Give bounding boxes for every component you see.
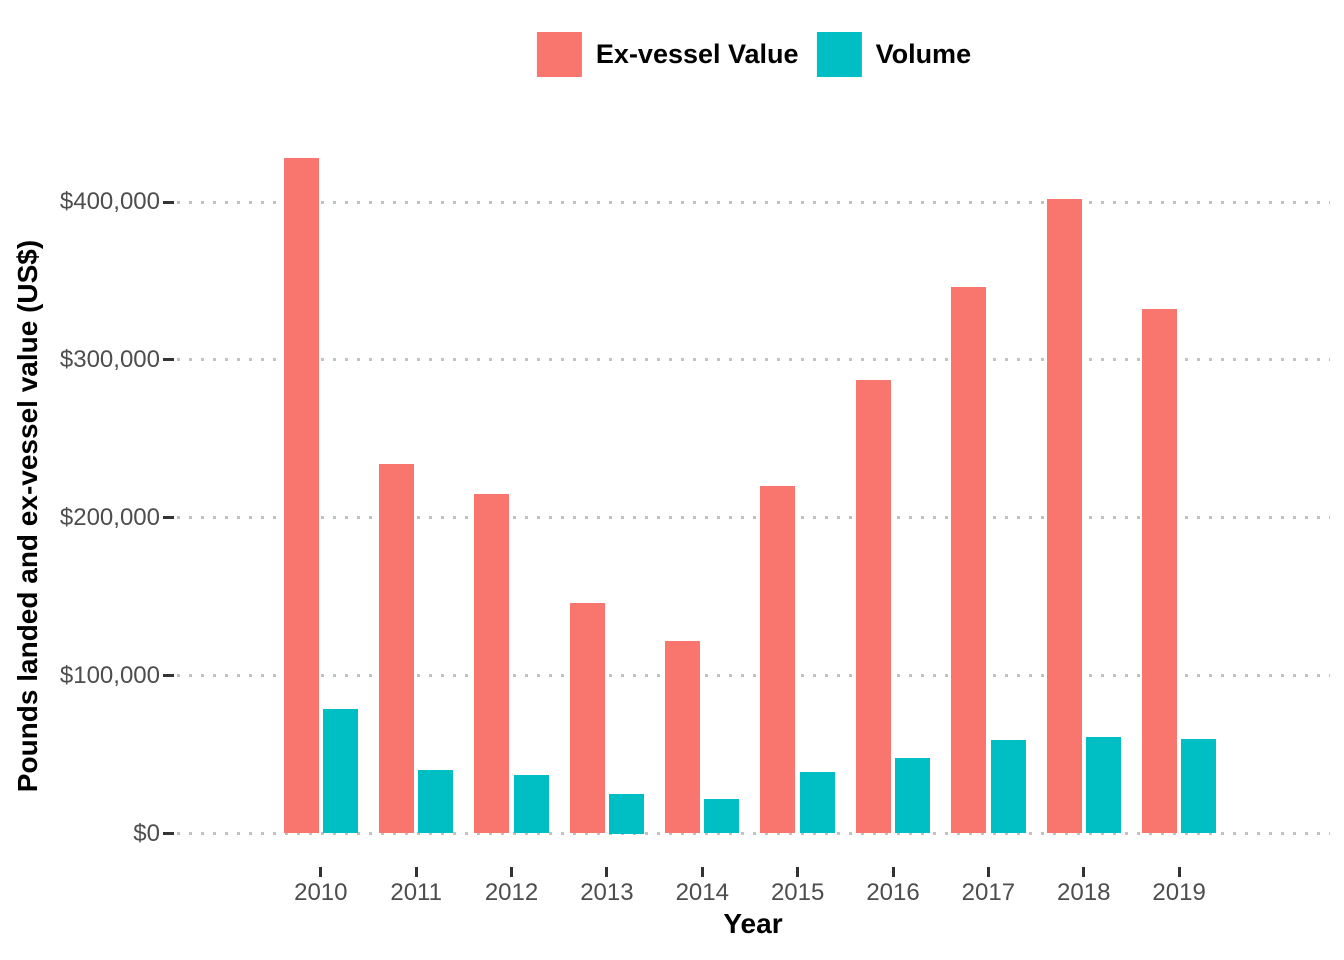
bar-volume-2010 — [323, 708, 358, 834]
legend-label-ex-vessel-value: Ex-vessel Value — [595, 39, 799, 69]
legend-swatch-volume — [816, 32, 862, 77]
y-axis-title: Pounds landed and ex-vessel value (US$) — [12, 239, 43, 793]
gridline-$200,000 — [177, 516, 1330, 520]
y-axis-label-$400,000: $400,000 — [59, 188, 160, 215]
bar-volume-2018 — [1085, 737, 1121, 834]
bar-volume-2017 — [990, 740, 1026, 834]
x-axis-tick-2011 — [414, 867, 418, 877]
bar-volume-2016 — [895, 757, 931, 834]
x-axis-label-2012: 2012 — [484, 879, 539, 906]
bar-ex-vessel-value-2016 — [855, 380, 891, 834]
y-axis-label-$200,000: $200,000 — [59, 503, 160, 531]
bar-ex-vessel-value-2013 — [569, 603, 605, 834]
bar-ex-vessel-value-2010 — [283, 157, 319, 834]
x-axis-label-2017: 2017 — [961, 879, 1016, 906]
x-axis-label-2013: 2013 — [580, 879, 634, 906]
y-axis-tick-$0 — [163, 832, 174, 835]
x-axis-tick-2010 — [319, 867, 323, 877]
bar-volume-2011 — [418, 770, 454, 834]
gridline-$400,000 — [177, 200, 1330, 204]
legend: Ex-vessel Value Volume — [536, 32, 972, 77]
x-axis-label-2016: 2016 — [866, 879, 920, 906]
gridline-$300,000 — [177, 358, 1330, 362]
legend-label-volume: Volume — [875, 39, 972, 69]
bar-ex-vessel-value-2015 — [760, 486, 796, 834]
bar-ex-vessel-value-2018 — [1046, 198, 1082, 834]
x-axis-label-2015: 2015 — [770, 879, 825, 906]
y-axis-label-$100,000: $100,000 — [59, 661, 160, 689]
bar-ex-vessel-value-2019 — [1141, 309, 1177, 834]
bar-ex-vessel-value-2014 — [665, 640, 701, 834]
bar-ex-vessel-value-2012 — [474, 494, 510, 834]
x-axis-label-2011: 2011 — [390, 879, 442, 906]
bar-ex-vessel-value-2017 — [951, 287, 987, 834]
y-axis-tick-$100,000 — [163, 674, 174, 678]
bar-volume-2014 — [704, 798, 740, 834]
x-axis-tick-2019 — [1177, 867, 1181, 877]
bar-volume-2013 — [609, 794, 645, 834]
x-axis-tick-2013 — [605, 867, 609, 877]
gridline-$0 — [177, 832, 1330, 835]
y-axis-tick-$300,000 — [163, 358, 174, 362]
y-axis-tick-$400,000 — [163, 200, 174, 204]
legend-item-ex-vessel-value: Ex-vessel Value — [536, 32, 799, 77]
x-axis-label-2019: 2019 — [1152, 879, 1206, 906]
legend-item-volume: Volume — [816, 32, 972, 77]
legend-swatch-ex-vessel-value — [536, 32, 582, 77]
x-axis-label-2010: 2010 — [294, 879, 348, 906]
bar-volume-2019 — [1181, 738, 1217, 834]
gridline-$100,000 — [177, 674, 1330, 678]
x-axis-tick-2018 — [1082, 867, 1086, 877]
bar-ex-vessel-value-2011 — [378, 464, 414, 834]
x-axis-label-2014: 2014 — [675, 879, 729, 906]
x-axis-tick-2014 — [700, 867, 704, 877]
x-axis-label-2018: 2018 — [1057, 879, 1111, 906]
y-axis-label-$300,000: $300,000 — [59, 345, 160, 373]
y-axis-label-$0: $0 — [133, 819, 160, 847]
x-axis-tick-2017 — [986, 867, 990, 877]
bar-volume-2012 — [513, 775, 549, 834]
x-axis-tick-2015 — [796, 867, 800, 877]
bar-volume-2015 — [799, 771, 835, 834]
x-axis-tick-2012 — [510, 867, 514, 877]
x-axis-title: Year — [723, 908, 783, 939]
y-axis-tick-$200,000 — [163, 516, 174, 520]
x-axis-tick-2016 — [891, 867, 895, 877]
